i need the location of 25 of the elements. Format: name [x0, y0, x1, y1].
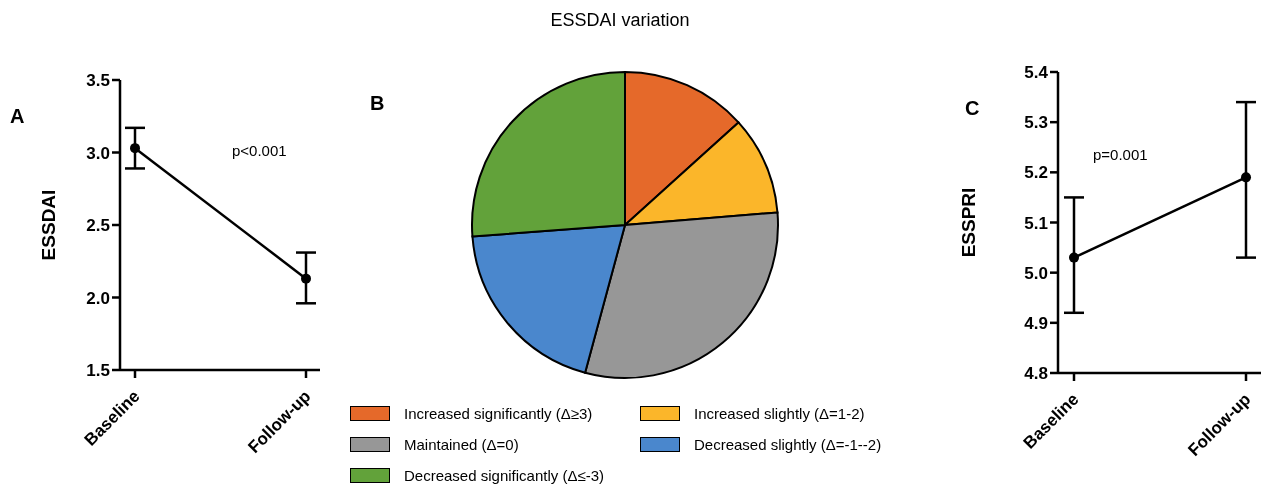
legend-label: Increased slightly (Δ=1-2): [694, 405, 865, 422]
y-tick-label: 2.5: [86, 216, 110, 236]
chart-title: ESSDAI variation: [549, 10, 691, 31]
text: C: [965, 97, 980, 120]
y-tick-label: 3.5: [86, 71, 110, 91]
y-tick-label: 4.8: [1024, 364, 1048, 384]
y-tick-label: 5.3: [1024, 113, 1048, 133]
y-tick-label: 5.0: [1024, 263, 1048, 283]
y-tick-label: 2.0: [86, 288, 110, 308]
y-axis-title: ESSPRI: [957, 187, 979, 258]
y-tick-label: 1.5: [86, 361, 110, 381]
text: B: [370, 92, 385, 115]
annotation: p=0.001: [1093, 146, 1148, 163]
y-tick-label: 3.0: [86, 143, 110, 163]
legend-label: Decreased significantly (Δ≤-3): [404, 467, 604, 484]
annotation: p<0.001: [232, 142, 287, 159]
y-axis-title: ESSDAI: [37, 189, 59, 261]
legend-label: Decreased slightly (Δ=-1--2): [694, 436, 882, 453]
y-tick-label: 5.4: [1024, 63, 1049, 83]
legend-label: Increased significantly (Δ≥3): [404, 405, 593, 422]
y-tick-label: 5.2: [1024, 163, 1048, 183]
y-tick-label: 4.9: [1024, 313, 1048, 333]
legend-label: Maintained (Δ=0): [404, 436, 519, 453]
y-tick-label: 5.1: [1024, 213, 1048, 233]
text: A: [10, 105, 25, 128]
